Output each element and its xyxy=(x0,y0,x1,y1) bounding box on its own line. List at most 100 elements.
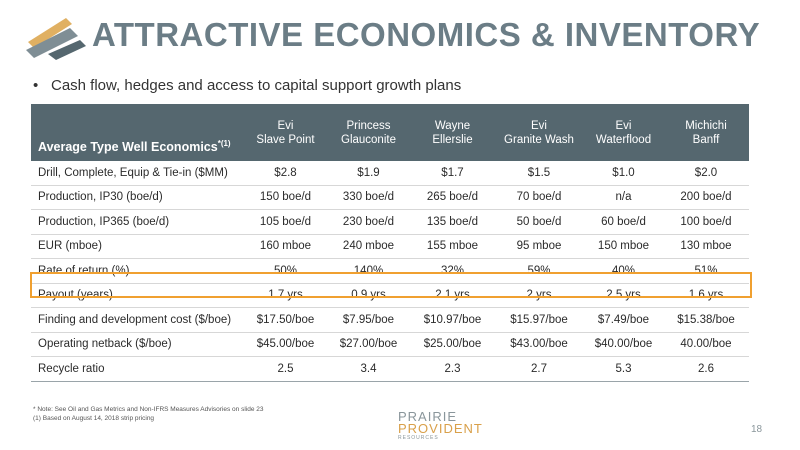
table-cell: 160 mboe xyxy=(245,234,326,259)
table-row: Rate of return (%) 50% 140% 32% 59% 40% … xyxy=(31,258,749,284)
table-cell: 240 mboe xyxy=(326,234,411,259)
table-cell: $15.38/boe xyxy=(663,307,749,333)
footnote-strip-pricing: (1) Based on August 14, 2018 strip prici… xyxy=(33,415,155,422)
table-row-payout: Payout (years) 1.7 yrs 0.9 yrs 2.1 yrs 2… xyxy=(31,283,749,308)
brand-line-provident: PROVIDENT xyxy=(398,421,483,436)
table-cell: $1.9 xyxy=(326,161,411,186)
company-logo-icon xyxy=(26,18,86,60)
column-header: Princess Glauconite xyxy=(326,104,411,161)
table-row: Recycle ratio 2.5 3.4 2.3 2.7 5.3 2.6 xyxy=(31,356,749,382)
table-cell: 2.3 xyxy=(411,356,494,382)
column-header-line1: Michichi xyxy=(685,119,727,132)
corner-label: Average Type Well Economics xyxy=(38,140,218,154)
row-label: Rate of return (%) xyxy=(31,258,245,284)
row-label: Drill, Complete, Equip & Tie-in ($MM) xyxy=(31,161,245,186)
column-header-line2: Banff xyxy=(692,133,720,146)
column-header-line1: Wayne xyxy=(434,119,471,132)
column-header-line2: Slave Point xyxy=(256,133,315,146)
table-cell: 2.5 yrs xyxy=(584,283,663,308)
table-cell: 5.3 xyxy=(584,356,663,382)
bullet-text: Cash flow, hedges and access to capital … xyxy=(51,77,462,94)
bullet-point: • Cash flow, hedges and access to capital… xyxy=(33,77,461,94)
row-label: Operating netback ($/boe) xyxy=(31,332,245,357)
table-cell: 32% xyxy=(411,258,494,284)
row-label: Production, IP30 (boe/d) xyxy=(31,185,245,210)
table-cell: n/a xyxy=(584,185,663,210)
table-row: Production, IP365 (boe/d) 105 boe/d 230 … xyxy=(31,209,749,235)
economics-table: Average Type Well Economics*(1) Evi Slave… xyxy=(31,104,749,382)
table-cell: 140% xyxy=(326,258,411,284)
brand-line-resources: RESOURCES xyxy=(398,435,439,441)
column-header-line2: Glauconite xyxy=(341,133,396,146)
row-label: Production, IP365 (boe/d) xyxy=(31,209,245,235)
table-header-row: Average Type Well Economics*(1) Evi Slave… xyxy=(31,104,749,161)
table-cell: 50 boe/d xyxy=(494,209,584,235)
table-cell: 265 boe/d xyxy=(411,185,494,210)
column-header: Wayne Ellerslie xyxy=(411,104,494,161)
table-cell: $1.5 xyxy=(494,161,584,186)
slide-title: ATTRACTIVE ECONOMICS & INVENTORY xyxy=(92,16,761,53)
table-cell: 130 mboe xyxy=(663,234,749,259)
table-cell: $17.50/boe xyxy=(245,307,326,333)
page-number: 18 xyxy=(751,424,763,435)
table-cell: 70 boe/d xyxy=(494,185,584,210)
table-row: Finding and development cost ($/boe) $17… xyxy=(31,307,749,333)
table-cell: 1.7 yrs xyxy=(245,283,326,308)
table-cell: 135 boe/d xyxy=(411,209,494,235)
footnote-note: * Note: See Oil and Gas Metrics and Non-… xyxy=(33,406,264,413)
table-cell: $43.00/boe xyxy=(494,332,584,357)
footnotes: * Note: See Oil and Gas Metrics and Non-… xyxy=(33,405,264,423)
column-header: Evi Slave Point xyxy=(245,104,326,161)
table-cell: $25.00/boe xyxy=(411,332,494,357)
table-cell: $15.97/boe xyxy=(494,307,584,333)
table-cell: $1.0 xyxy=(584,161,663,186)
row-label: Finding and development cost ($/boe) xyxy=(31,307,245,333)
brand-line-prairie: PRAIRIE xyxy=(398,409,458,424)
table-cell: $40.00/boe xyxy=(584,332,663,357)
column-header-line1: Princess xyxy=(346,119,391,132)
table-cell: 40.00/boe xyxy=(663,332,749,357)
table-row: Production, IP30 (boe/d) 150 boe/d 330 b… xyxy=(31,185,749,210)
table-cell: $7.49/boe xyxy=(584,307,663,333)
table-cell: $2.8 xyxy=(245,161,326,186)
column-header-line2: Granite Wash xyxy=(504,133,574,146)
row-label: Payout (years) xyxy=(31,283,245,308)
table-cell: 51% xyxy=(663,258,749,284)
table-cell: 200 boe/d xyxy=(663,185,749,210)
table-row: EUR (mboe) 160 mboe 240 mboe 155 mboe 95… xyxy=(31,234,749,259)
bullet-glyph: • xyxy=(33,77,39,94)
table-cell: 155 mboe xyxy=(411,234,494,259)
table-cell: 3.4 xyxy=(326,356,411,382)
table-cell: 150 mboe xyxy=(584,234,663,259)
table-cell: 2.5 xyxy=(245,356,326,382)
column-header-line2: Ellerslie xyxy=(432,133,473,146)
table-cell: 100 boe/d xyxy=(663,209,749,235)
table-cell: 105 boe/d xyxy=(245,209,326,235)
table-cell: $45.00/boe xyxy=(245,332,326,357)
table-cell: $27.00/boe xyxy=(326,332,411,357)
table-row: Operating netback ($/boe) $45.00/boe $27… xyxy=(31,332,749,357)
column-header-line1: Evi xyxy=(531,119,547,132)
table-cell: 95 mboe xyxy=(494,234,584,259)
table-cell: 2.7 xyxy=(494,356,584,382)
table-cell: $2.0 xyxy=(663,161,749,186)
table-cell: 150 boe/d xyxy=(245,185,326,210)
table-cell: 40% xyxy=(584,258,663,284)
column-header: Michichi Banff xyxy=(663,104,749,161)
table-cell: 2.1 yrs xyxy=(411,283,494,308)
column-header-line1: Evi xyxy=(615,119,632,132)
brand-wordmark: PRAIRIE PROVIDENT RESOURCES xyxy=(398,409,483,441)
table-cell: 50% xyxy=(245,258,326,284)
column-header: Evi Granite Wash xyxy=(494,104,584,161)
table-cell: 1.6 yrs xyxy=(663,283,749,308)
table-cell: $10.97/boe xyxy=(411,307,494,333)
table-corner-header: Average Type Well Economics*(1) xyxy=(31,104,245,161)
table-cell: $1.7 xyxy=(411,161,494,186)
row-label: EUR (mboe) xyxy=(31,234,245,259)
column-header-line2: Waterflood xyxy=(595,133,652,146)
table-cell: 0.9 yrs xyxy=(326,283,411,308)
table-cell: $7.95/boe xyxy=(326,307,411,333)
column-header-line1: Evi xyxy=(277,119,294,132)
table-cell: 330 boe/d xyxy=(326,185,411,210)
row-label: Recycle ratio xyxy=(31,356,245,382)
